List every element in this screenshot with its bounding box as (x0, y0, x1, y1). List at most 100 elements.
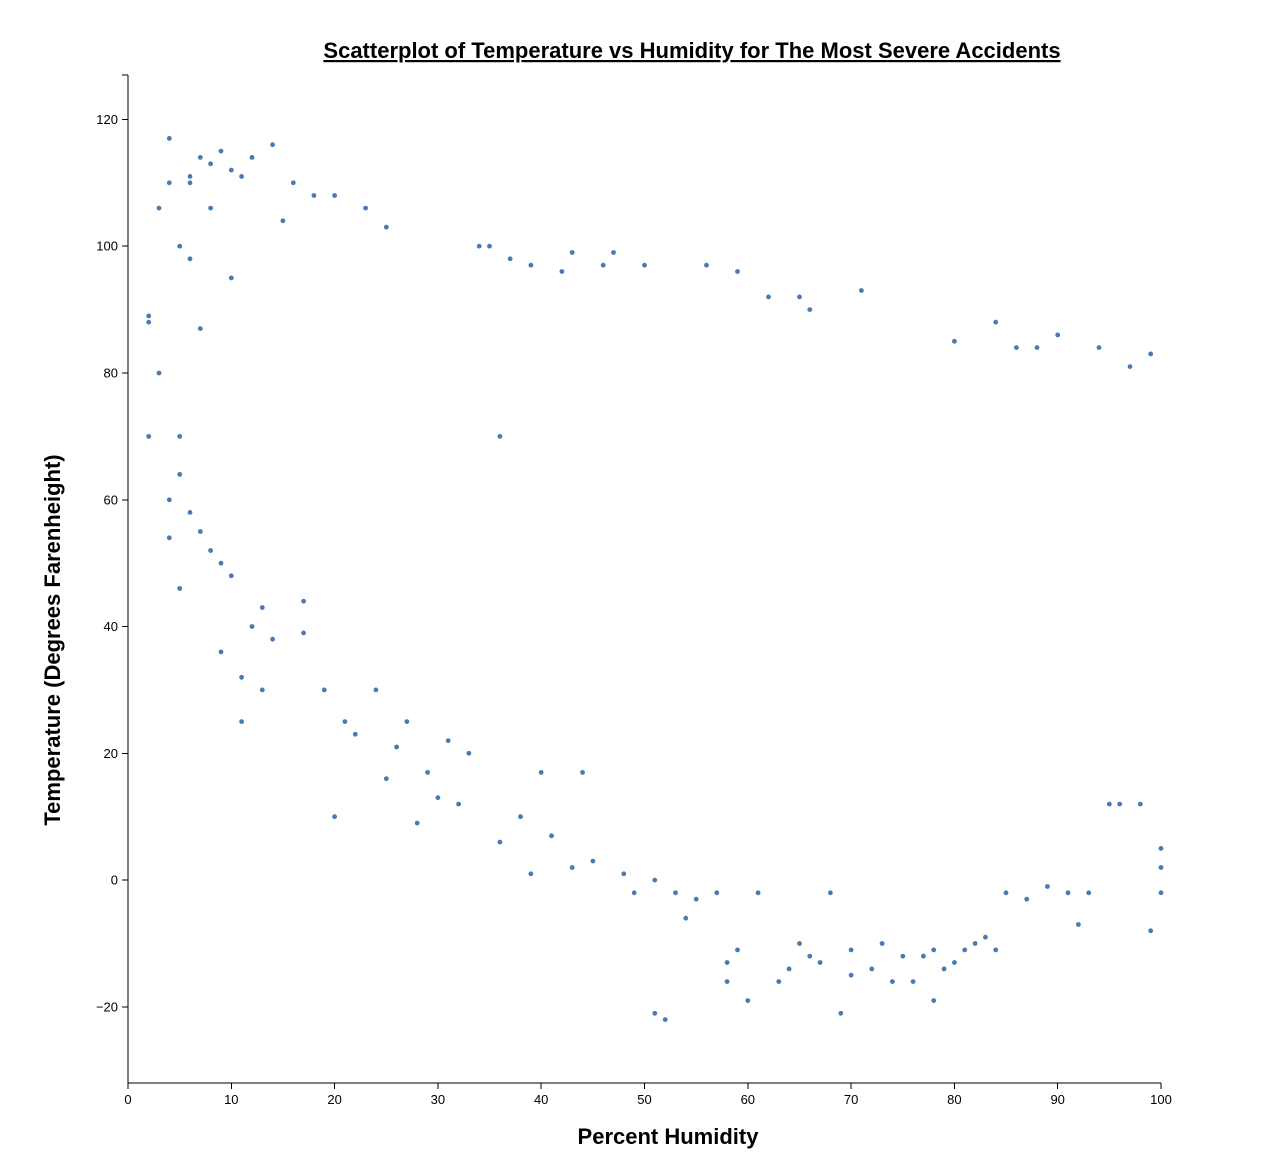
data-point (1003, 890, 1009, 896)
data-point (590, 858, 596, 864)
data-point (156, 370, 162, 376)
data-point (807, 953, 813, 959)
data-point (941, 966, 947, 972)
x-tick-label: 60 (741, 1092, 755, 1107)
x-tick-label: 50 (637, 1092, 651, 1107)
data-point (352, 731, 358, 737)
x-tick-label: 70 (844, 1092, 858, 1107)
data-point (848, 947, 854, 953)
data-point (890, 979, 895, 984)
data-point (1158, 846, 1164, 851)
data-point (394, 744, 399, 750)
data-point (270, 142, 275, 148)
data-point (673, 890, 678, 896)
data-point (704, 262, 709, 268)
data-point (239, 174, 245, 179)
data-point (693, 896, 699, 902)
data-point (239, 674, 245, 680)
data-point (807, 307, 813, 312)
data-point (177, 586, 183, 591)
y-tick-label: 0 (111, 873, 118, 888)
data-point (218, 649, 224, 655)
data-point (208, 205, 214, 211)
data-point (549, 833, 554, 839)
data-point (1065, 890, 1071, 896)
data-point (569, 250, 575, 255)
data-point (1127, 364, 1133, 369)
data-point (239, 719, 245, 724)
x-tick-label: 0 (124, 1092, 131, 1107)
data-point (817, 960, 823, 965)
data-point (166, 535, 172, 541)
y-tick-label: 60 (104, 492, 118, 507)
data-point (146, 434, 152, 439)
data-point (642, 262, 647, 268)
data-point (600, 262, 606, 268)
x-tick-label: 30 (431, 1092, 445, 1107)
data-point (332, 193, 337, 198)
data-point (383, 776, 389, 782)
data-point (342, 719, 348, 724)
data-point (177, 243, 183, 249)
y-axis-label: Temperature (Degrees Farenheight) (40, 454, 65, 825)
data-point (332, 814, 337, 820)
data-point (228, 573, 234, 579)
data-point (497, 434, 503, 439)
data-point (652, 1010, 658, 1016)
x-tick-label: 100 (1150, 1092, 1172, 1107)
data-point (1148, 351, 1154, 357)
data-point (735, 269, 740, 274)
x-tick-label: 90 (1050, 1092, 1064, 1107)
data-point (1148, 928, 1154, 934)
data-point (208, 548, 214, 553)
data-point (724, 979, 730, 984)
data-point (414, 820, 420, 826)
axes-layer: 0 10 20 30 40 50 60 70 80 90 100 −20 0 20 40 60 80 100 120 (96, 74, 1172, 1107)
data-point (187, 180, 193, 186)
data-point (218, 148, 224, 154)
data-point (383, 224, 389, 230)
data-point (848, 972, 854, 978)
data-point (218, 560, 224, 566)
data-point (476, 243, 482, 249)
data-point (683, 915, 689, 921)
data-point (1024, 896, 1030, 902)
data-point (1045, 884, 1050, 889)
x-tick-label: 40 (534, 1092, 548, 1107)
data-point (559, 269, 565, 274)
data-point (177, 434, 183, 439)
data-point (156, 205, 162, 211)
data-point (466, 750, 472, 756)
data-point (528, 871, 534, 877)
data-point (228, 275, 234, 281)
data-point (859, 288, 864, 293)
data-point (879, 941, 885, 946)
data-point (280, 218, 286, 224)
y-tick-label: 40 (104, 619, 118, 634)
data-point (797, 294, 802, 300)
points-layer (146, 136, 1164, 1022)
data-point (838, 1010, 844, 1016)
data-point (952, 960, 957, 965)
data-point (921, 953, 926, 959)
data-point (962, 947, 968, 953)
data-point (766, 294, 771, 300)
y-tick-label: 80 (104, 365, 118, 380)
data-point (983, 934, 988, 940)
data-point (1096, 345, 1102, 350)
data-point (869, 966, 875, 972)
data-point (301, 630, 306, 636)
data-point (828, 890, 833, 896)
data-point (487, 243, 492, 249)
data-point (249, 624, 255, 629)
data-point (1055, 332, 1061, 338)
data-point (425, 770, 430, 775)
data-point (580, 770, 585, 775)
data-point (1158, 865, 1164, 870)
data-point (538, 770, 544, 775)
data-point (435, 795, 441, 801)
data-point (910, 979, 916, 984)
data-point (972, 941, 978, 946)
data-point (776, 979, 782, 984)
data-point (456, 801, 461, 807)
